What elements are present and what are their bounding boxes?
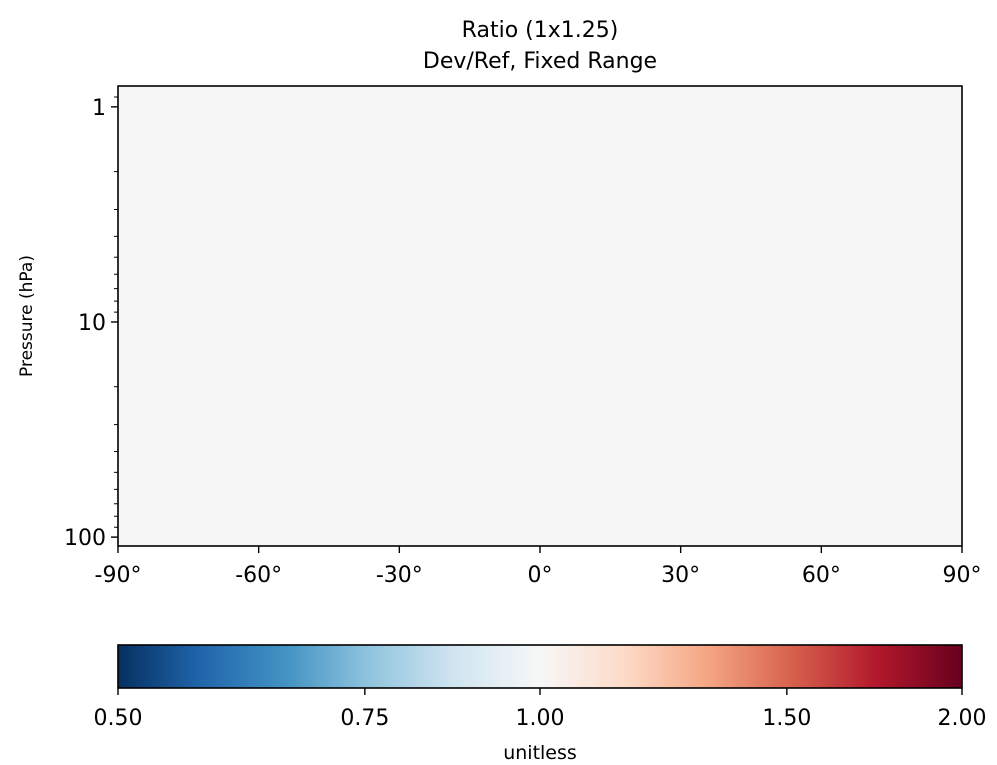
y-axis: 1 10 100	[64, 96, 118, 551]
plot-area	[117, 85, 963, 547]
x-tick-label: 60°	[802, 563, 841, 588]
x-tick-label: -60°	[235, 563, 282, 588]
colorbar-gradient	[118, 645, 962, 688]
chart-title: Ratio (1x1.25)	[462, 18, 619, 43]
colorbar: 0.50 0.75 1.00 1.50 2.00 unitless	[94, 644, 987, 764]
colorbar-tick-label: 0.75	[340, 706, 389, 731]
x-tick-label: -90°	[95, 563, 142, 588]
colorbar-tick-label: 2.00	[938, 706, 987, 731]
y-tick-label: 10	[78, 311, 106, 336]
colorbar-ticks: 0.50 0.75 1.00 1.50 2.00	[94, 688, 987, 731]
x-tick-label: 30°	[661, 563, 700, 588]
x-axis: -90° -60° -30° 0° 30° 60° 90°	[95, 546, 982, 588]
x-tick-label: 90°	[943, 563, 982, 588]
x-tick-label: -30°	[376, 563, 423, 588]
colorbar-tick-label: 0.50	[94, 706, 143, 731]
x-tick-label: 0°	[528, 563, 553, 588]
colorbar-label: unitless	[503, 742, 577, 764]
y-tick-label: 100	[64, 526, 106, 551]
colorbar-tick-label: 1.00	[516, 706, 565, 731]
heatmap-field	[118, 86, 962, 546]
colorbar-tick-label: 1.50	[762, 706, 811, 731]
y-axis-label: Pressure (hPa)	[17, 255, 37, 377]
y-tick-label: 1	[92, 96, 106, 121]
chart-subtitle: Dev/Ref, Fixed Range	[423, 49, 657, 74]
